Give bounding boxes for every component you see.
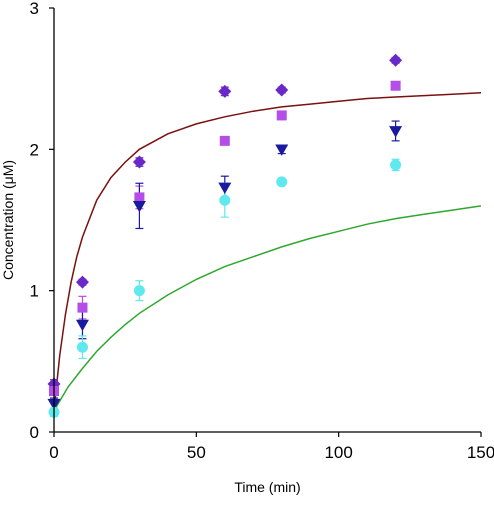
data-points	[47, 53, 403, 418]
series-3-point	[132, 200, 146, 213]
series-2-point	[77, 302, 88, 313]
series-3-point	[75, 319, 89, 332]
series-1-point	[389, 53, 403, 67]
error-bars	[50, 56, 400, 418]
series-1-point	[75, 275, 89, 289]
fit-curves	[53, 92, 482, 412]
series-4-point	[76, 341, 88, 353]
fit-curve-2	[53, 205, 482, 412]
y-tick-label: 3	[30, 0, 39, 18]
y-tick-label: 0	[30, 423, 39, 442]
series-3-point	[275, 144, 289, 156]
series-2-point	[219, 135, 230, 146]
series-4-point	[133, 285, 145, 297]
series-3-point	[389, 126, 403, 138]
y-tick-label: 1	[30, 282, 39, 301]
series-1-point	[218, 84, 232, 98]
axes	[53, 8, 481, 433]
x-tick-label: 150	[467, 443, 494, 462]
x-axis-title: Time (min)	[234, 479, 300, 495]
axis-ticks: 0 50 100 150 0 1 2 3	[30, 0, 494, 462]
series-4-point	[390, 159, 402, 171]
series-2-point	[276, 110, 287, 121]
series-2-point	[390, 80, 401, 91]
fit-curve-1	[53, 92, 482, 411]
series-3-point	[218, 182, 232, 194]
series-4-point	[219, 194, 231, 206]
series-2-point	[134, 192, 145, 203]
y-axis-title: Concentration (μM)	[0, 160, 16, 280]
series-1-point	[275, 83, 289, 97]
series-4-point	[276, 176, 288, 188]
series-1-point	[132, 155, 146, 169]
y-tick-label: 2	[30, 140, 39, 159]
x-tick-label: 50	[187, 443, 206, 462]
x-tick-label: 0	[49, 443, 58, 462]
x-tick-label: 100	[324, 443, 352, 462]
